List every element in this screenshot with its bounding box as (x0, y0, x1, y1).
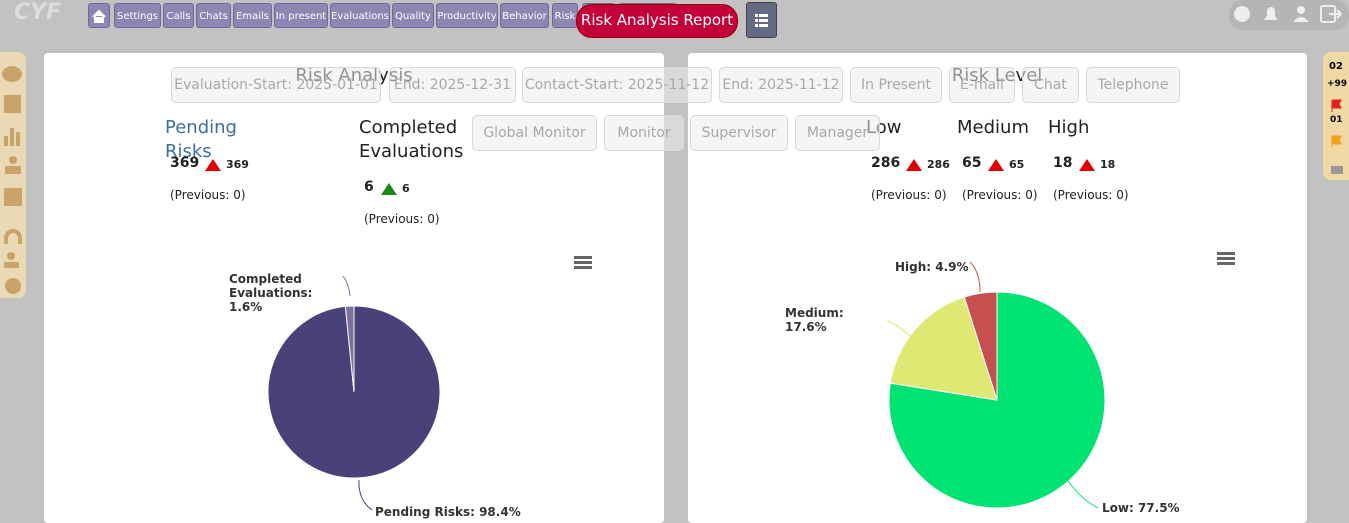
data-label: High: 4.9% (895, 260, 969, 274)
label-connector (1067, 480, 1099, 509)
stat-label: Medium (957, 117, 1029, 138)
data-label: Pending Risks: 98.4% (375, 505, 521, 519)
filter-chip[interactable]: Supervisor (690, 115, 788, 151)
label-connector (358, 479, 373, 511)
home-button[interactable] (88, 3, 110, 28)
logo: CYF (14, 0, 62, 25)
filter-chip[interactable]: Manager (795, 115, 880, 151)
report-button[interactable]: Risk Analysis Report (576, 4, 738, 38)
stat-value: 18 (1053, 155, 1073, 171)
filter-chip[interactable]: Chat (1022, 67, 1079, 103)
stat-value: 6 (364, 179, 374, 195)
nav-button[interactable]: Risk (552, 3, 578, 28)
trend-icon (988, 159, 1004, 171)
trend-icon (205, 159, 221, 171)
trend-icon (381, 183, 397, 195)
nav-button[interactable]: In present (274, 3, 328, 28)
pie-slice (888, 291, 1106, 509)
menu-icon (1217, 262, 1235, 265)
label-connector (969, 261, 981, 293)
nav-button[interactable]: Quality (392, 3, 434, 28)
stat-delta: 65 (1009, 158, 1025, 171)
stat-delta: 18 (1100, 158, 1116, 171)
badge: +99 (1327, 79, 1348, 89)
label-connector (342, 275, 351, 297)
nav-button[interactable]: Emails (233, 3, 272, 28)
stat-previous: (Previous: 0) (871, 188, 947, 202)
stat-label: Pending Risks (165, 117, 237, 162)
menu-icon (574, 266, 592, 269)
pie-slice (344, 305, 355, 393)
stat-previous: (Previous: 0) (364, 212, 440, 226)
filter-chip[interactable]: End: 2025-12-31 (389, 67, 516, 103)
filter-chip[interactable]: Global Monitor (472, 115, 597, 151)
data-label: Low: 77.5% (1102, 501, 1180, 515)
stat-previous: (Previous: 0) (1053, 188, 1129, 202)
nav-button[interactable]: Chats (196, 3, 231, 28)
filter-chip[interactable]: End: 2025-11-12 (719, 67, 843, 103)
pie-slice (889, 296, 998, 401)
data-label: Medium: 17.6% (785, 306, 844, 334)
trend-icon (906, 159, 922, 171)
nav-button[interactable]: Calls (163, 3, 194, 28)
list-button[interactable] (746, 2, 777, 38)
stat-label: Completed Evaluations (359, 117, 464, 162)
nav-button[interactable]: Behavior (500, 3, 549, 28)
badge: 02 (1329, 61, 1343, 72)
stat-previous: (Previous: 0) (962, 188, 1038, 202)
stat-delta: 286 (927, 158, 950, 171)
stat-value: 369 (170, 155, 200, 171)
nav-button[interactable]: Productivity (436, 3, 498, 28)
badge: 01 (1330, 115, 1343, 125)
filter-chip[interactable]: Telephone (1086, 67, 1180, 103)
filter-chip[interactable]: E-mail (949, 67, 1015, 103)
stat-value: 286 (871, 155, 901, 171)
nav-button[interactable]: Settings (114, 3, 161, 28)
filter-chip[interactable]: Monitor (604, 115, 684, 151)
filter-chip[interactable]: Evaluation-Start: 2025-01-01 (171, 67, 381, 103)
menu-icon (574, 261, 592, 264)
label-connector (886, 319, 913, 339)
left-sidebar (0, 52, 26, 298)
menu-icon (1217, 252, 1235, 255)
nav-button[interactable]: Evaluations (330, 3, 390, 28)
stat-label: High (1048, 117, 1090, 138)
filter-chip[interactable]: Contact-Start: 2025-11-12 (522, 67, 712, 103)
right-sidebar: 02 +99 01 (1323, 52, 1349, 180)
stat-delta: 369 (226, 158, 249, 171)
menu-icon (1217, 257, 1235, 260)
menu-icon (574, 256, 592, 259)
data-label: Completed Evaluations: 1.6% (229, 272, 313, 314)
stat-delta: 6 (402, 182, 410, 195)
filter-chip[interactable]: In Present (850, 67, 942, 103)
pie-slice (963, 291, 998, 401)
trend-icon (1079, 159, 1095, 171)
stat-previous: (Previous: 0) (170, 188, 246, 202)
toolbar-icons (1229, 0, 1349, 30)
stat-value: 65 (962, 155, 982, 171)
